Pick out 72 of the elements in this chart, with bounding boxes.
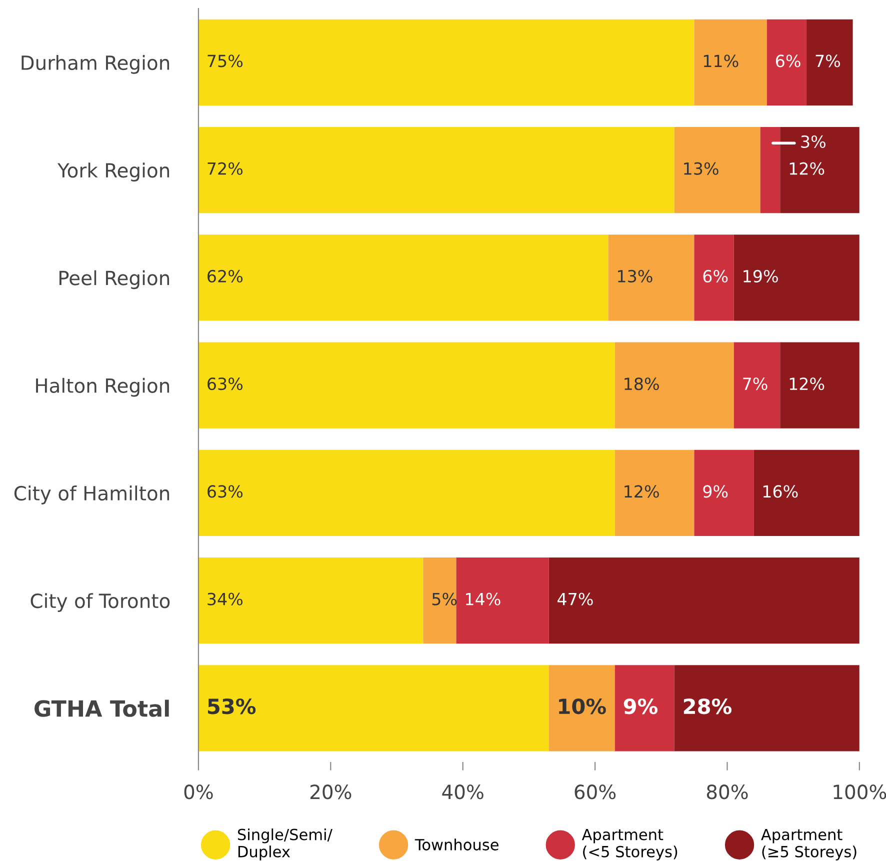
legend-label: Townhouse — [414, 838, 498, 850]
bar — [694, 19, 767, 106]
data-label: 12% — [790, 162, 824, 175]
bar — [734, 342, 780, 428]
bar — [456, 558, 549, 644]
bar — [198, 558, 424, 644]
legend-label: Apartment (≥5 Storeys) — [761, 828, 856, 860]
bar — [694, 450, 754, 536]
y-tick-label: City of Toronto — [30, 593, 170, 612]
data-label: 62% — [208, 270, 243, 283]
bar — [198, 665, 549, 752]
data-label: 3% — [801, 135, 826, 148]
data-label: 7% — [816, 54, 840, 68]
y-tick-label: Peel Region — [59, 270, 170, 290]
bar — [614, 665, 674, 752]
data-label: 53% — [208, 698, 256, 714]
bar — [198, 127, 674, 214]
legend-label: Apartment (<5 Storeys) — [582, 828, 678, 860]
bar — [548, 665, 615, 752]
y-tick-label: City of Hamilton — [14, 486, 170, 504]
data-label: 6% — [776, 54, 800, 68]
y-tick-label: Durham Region — [22, 55, 170, 74]
data-label: 13% — [618, 270, 652, 283]
bar — [548, 558, 860, 644]
y-tick-label: GTHA Total — [34, 700, 169, 717]
data-label: 10% — [559, 698, 606, 714]
x-tick-label: 100% — [834, 784, 886, 800]
data-label: 7% — [743, 378, 768, 390]
bar — [734, 234, 860, 321]
data-label: 75% — [208, 54, 243, 68]
bar — [423, 558, 456, 644]
data-label: 47% — [558, 592, 593, 606]
y-tick-label: Halton Region — [36, 378, 170, 397]
data-label: 16% — [763, 485, 798, 498]
data-label: 28% — [684, 698, 732, 714]
bar — [198, 342, 615, 428]
data-label: 63% — [208, 378, 243, 390]
data-label: 13% — [684, 162, 718, 175]
bar — [198, 450, 615, 536]
data-label: 12% — [790, 378, 824, 390]
data-label: 9% — [703, 485, 728, 498]
data-label: 19% — [744, 270, 778, 283]
bar — [806, 19, 853, 106]
x-tick-label: 0% — [184, 784, 213, 800]
data-label: 6% — [703, 270, 728, 283]
x-tick-label: 20% — [310, 784, 352, 800]
bar — [766, 19, 807, 106]
bar — [674, 665, 860, 752]
x-tick-label: 60% — [574, 784, 616, 800]
x-tick-label: 80% — [706, 784, 748, 800]
bar — [780, 127, 860, 214]
data-label: 9% — [624, 698, 658, 714]
data-label: 72% — [208, 162, 243, 175]
bar — [754, 450, 860, 536]
data-label: 14% — [466, 592, 500, 606]
x-tick-label: 40% — [442, 784, 484, 800]
y-tick-label: York Region — [57, 162, 170, 182]
legend-label: Single/Semi/ Duplex — [238, 828, 332, 860]
bar — [674, 127, 760, 214]
bar — [760, 127, 780, 214]
data-label: 12% — [624, 485, 659, 498]
data-label: 34% — [208, 592, 243, 606]
data-label: 11% — [704, 54, 738, 68]
data-label: 63% — [208, 485, 243, 498]
bar — [694, 234, 734, 321]
bar — [198, 234, 608, 321]
bar — [614, 342, 734, 428]
bar — [614, 450, 694, 536]
bar — [198, 19, 694, 106]
bar — [608, 234, 694, 321]
bar — [780, 342, 860, 428]
data-label: 18% — [624, 378, 659, 390]
